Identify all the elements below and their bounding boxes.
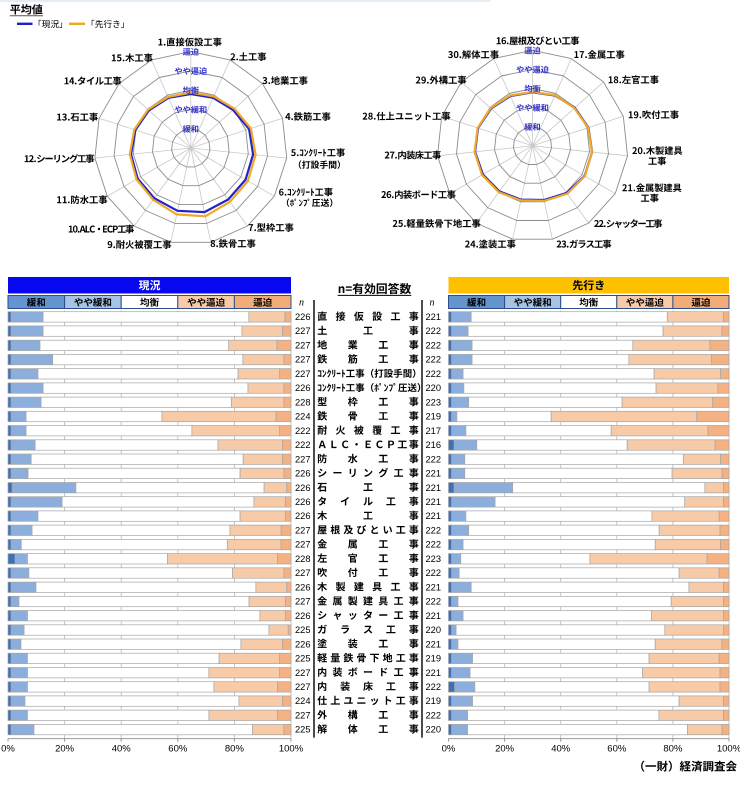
svg-text:220: 220: [425, 383, 441, 393]
svg-text:221: 221: [425, 668, 441, 678]
svg-text:223: 223: [425, 554, 441, 564]
svg-text:226: 226: [295, 639, 311, 649]
svg-text:222: 222: [425, 682, 441, 692]
svg-text:227: 227: [295, 326, 311, 336]
svg-text:80%: 80%: [663, 744, 683, 755]
svg-text:100%: 100%: [279, 744, 304, 755]
svg-text:60%: 60%: [607, 744, 627, 755]
svg-text:226: 226: [295, 511, 311, 521]
svg-text:225: 225: [295, 654, 311, 664]
svg-text:219: 219: [425, 696, 441, 706]
svg-text:227: 227: [295, 454, 311, 464]
svg-text:222: 222: [425, 597, 441, 607]
svg-text:222: 222: [425, 454, 441, 464]
svg-text:226: 226: [295, 497, 311, 507]
svg-text:228: 228: [295, 554, 311, 564]
svg-text:40%: 40%: [551, 744, 571, 755]
svg-text:40%: 40%: [112, 744, 132, 755]
svg-text:226: 226: [295, 312, 311, 322]
svg-text:227: 227: [295, 355, 311, 365]
svg-text:222: 222: [295, 440, 311, 450]
svg-text:221: 221: [425, 312, 441, 322]
svg-text:n: n: [299, 298, 304, 309]
svg-text:227: 227: [295, 525, 311, 535]
svg-text:226: 226: [295, 469, 311, 479]
svg-text:227: 227: [295, 668, 311, 678]
svg-text:227: 227: [295, 369, 311, 379]
svg-text:224: 224: [295, 696, 311, 706]
svg-text:224: 224: [295, 412, 311, 422]
svg-text:221: 221: [425, 511, 441, 521]
svg-text:227: 227: [295, 341, 311, 351]
svg-text:221: 221: [425, 611, 441, 621]
svg-text:222: 222: [425, 568, 441, 578]
svg-text:223: 223: [425, 397, 441, 407]
svg-text:n: n: [430, 298, 435, 309]
svg-text:225: 225: [295, 625, 311, 635]
svg-text:221: 221: [425, 639, 441, 649]
svg-text:60%: 60%: [168, 744, 188, 755]
svg-text:222: 222: [425, 710, 441, 720]
svg-text:227: 227: [295, 682, 311, 692]
svg-text:222: 222: [425, 341, 441, 351]
svg-text:222: 222: [425, 369, 441, 379]
svg-text:221: 221: [425, 497, 441, 507]
svg-text:220: 220: [425, 725, 441, 735]
svg-text:219: 219: [425, 412, 441, 422]
svg-text:221: 221: [425, 483, 441, 493]
svg-text:219: 219: [425, 654, 441, 664]
svg-text:0%: 0%: [442, 744, 456, 755]
svg-text:226: 226: [295, 483, 311, 493]
svg-text:20%: 20%: [495, 744, 515, 755]
svg-text:220: 220: [425, 625, 441, 635]
svg-text:226: 226: [295, 611, 311, 621]
svg-text:227: 227: [295, 540, 311, 550]
svg-text:227: 227: [295, 710, 311, 720]
svg-text:226: 226: [295, 383, 311, 393]
svg-text:227: 227: [295, 568, 311, 578]
svg-text:222: 222: [295, 426, 311, 436]
svg-text:216: 216: [425, 440, 441, 450]
svg-text:221: 221: [425, 469, 441, 479]
svg-text:222: 222: [425, 540, 441, 550]
svg-text:222: 222: [425, 525, 441, 535]
svg-text:221: 221: [425, 582, 441, 592]
svg-text:228: 228: [295, 397, 311, 407]
svg-text:225: 225: [295, 725, 311, 735]
svg-text:222: 222: [425, 355, 441, 365]
svg-text:226: 226: [295, 582, 311, 592]
svg-text:217: 217: [425, 426, 441, 436]
svg-text:100%: 100%: [717, 744, 740, 755]
svg-text:20%: 20%: [55, 744, 75, 755]
svg-text:222: 222: [425, 326, 441, 336]
svg-text:80%: 80%: [225, 744, 245, 755]
svg-text:227: 227: [295, 597, 311, 607]
svg-text:0%: 0%: [1, 744, 15, 755]
